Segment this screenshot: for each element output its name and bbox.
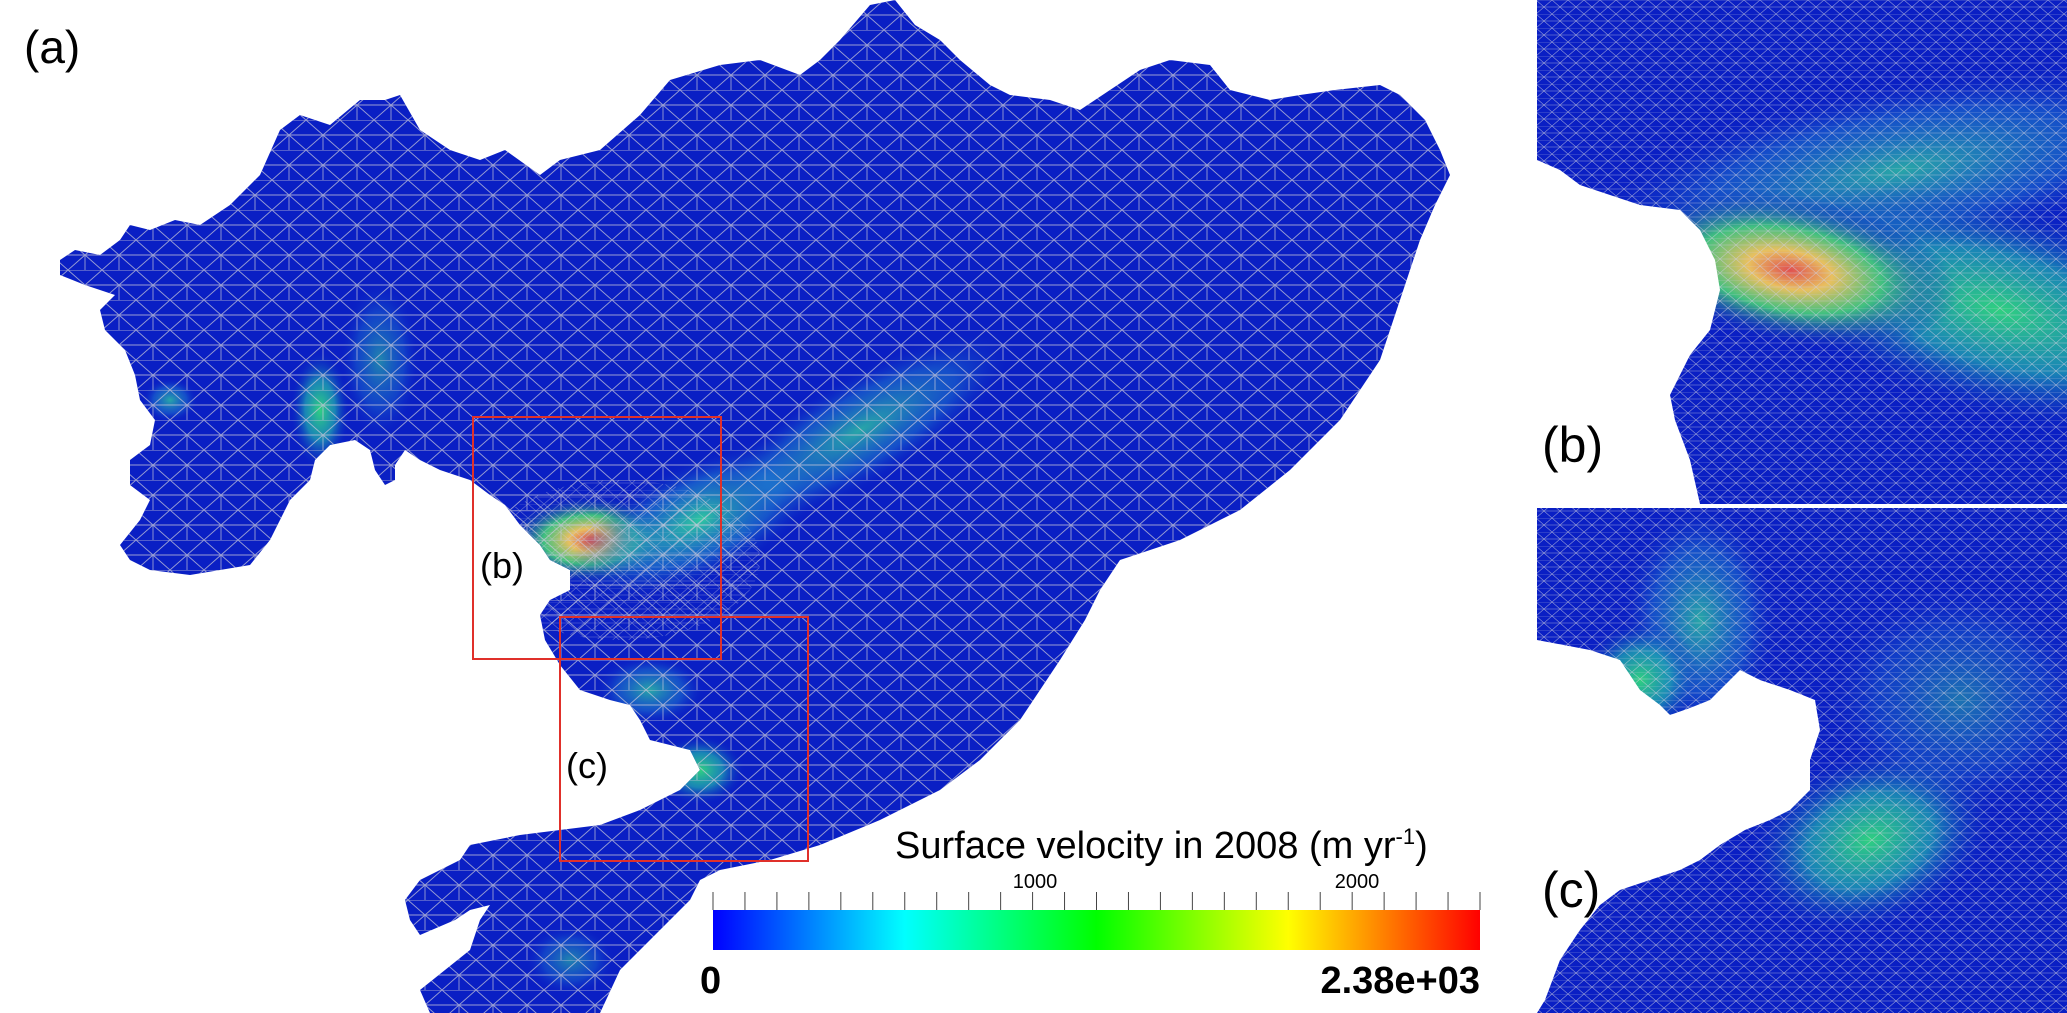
panel-b-zoom: [1537, 0, 2067, 504]
colorbar-min-label: 0: [700, 960, 721, 1002]
colorbar-title: Surface velocity in 2008 (m yr: [895, 825, 1396, 867]
inset-box-b: [472, 416, 722, 660]
panel-label-c: (c): [1542, 862, 1600, 918]
colorbar-tick-label-1000: 1000: [1013, 871, 1058, 893]
colorbar-max-label: 2.38e+03: [1320, 960, 1480, 1002]
svg-text:Surface velocity in 2008 (m yr: Surface velocity in 2008 (m yr-1): [895, 824, 1428, 867]
panel-c-coastline: [1537, 640, 1820, 1013]
panel-c-zoom: [1537, 508, 2067, 1013]
panel-b-coastline: [1537, 160, 1720, 504]
colorbar-tick-label-2000: 2000: [1335, 871, 1380, 893]
colorbar: Surface velocity in 2008 (m yr-1) 1000 2…: [700, 824, 1481, 1002]
inset-label-b: (b): [480, 545, 524, 586]
colorbar-gradient: [713, 910, 1480, 950]
panel-label-b: (b): [1542, 417, 1603, 473]
colorbar-title-superscript: -1: [1396, 824, 1416, 849]
panel-label-a: (a): [24, 21, 80, 73]
inset-box-c: [559, 616, 809, 862]
colorbar-ticks: [712, 892, 1481, 910]
inset-label-c: (c): [566, 745, 608, 786]
